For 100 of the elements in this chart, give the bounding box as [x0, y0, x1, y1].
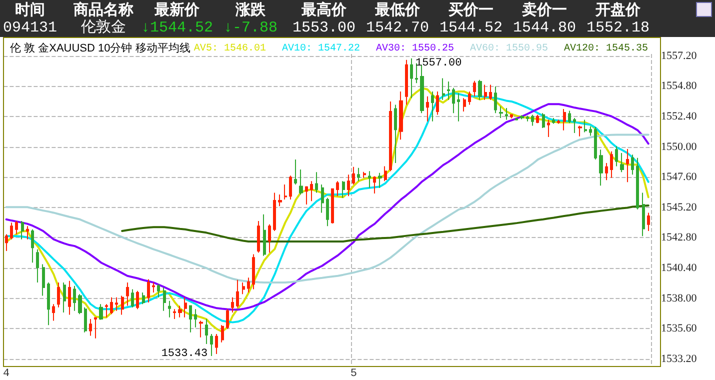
- candlestick: [573, 118, 576, 134]
- text: 伦敦金: [81, 18, 126, 36]
- candlestick: [247, 277, 250, 294]
- candlestick: [436, 91, 439, 116]
- candlestick: [68, 280, 71, 316]
- text: ↓-7.88: [223, 20, 278, 36]
- candlestick: [263, 214, 266, 256]
- candlestick: [547, 119, 550, 138]
- candlestick: [626, 148, 629, 183]
- candlestick: [205, 318, 208, 345]
- candlestick: [52, 304, 55, 322]
- candlestick: [115, 296, 118, 312]
- candlestick: [389, 100, 392, 172]
- candlestick: [31, 228, 34, 264]
- candlestick: [215, 334, 218, 354]
- candlestick: [620, 152, 624, 173]
- text: 最低价: [374, 2, 421, 18]
- candlestick: [57, 282, 60, 308]
- candlestick: [94, 316, 97, 339]
- candlestick: [36, 248, 39, 284]
- candlestick: [242, 282, 245, 295]
- text: 时间: [15, 2, 45, 18]
- candlestick: [15, 220, 18, 235]
- candlestick: [257, 220, 260, 254]
- candlestick: [326, 197, 329, 227]
- candlestick: [184, 296, 187, 318]
- candlestick: [563, 108, 566, 131]
- text: 最新价: [154, 0, 200, 18]
- candlestick: [315, 172, 318, 194]
- text: AV60: 1550.95: [470, 44, 548, 54]
- candlestick: [284, 184, 287, 200]
- candlestick: [147, 278, 150, 303]
- candlestick: [173, 308, 176, 320]
- candlestick: [189, 305, 192, 333]
- candlestick: [163, 286, 166, 312]
- candlestick: [110, 296, 113, 315]
- annotation: 1557.00: [416, 57, 462, 70]
- y-tick-label: 1538.00: [661, 292, 698, 304]
- candlestick: [531, 114, 534, 126]
- candlestick: [221, 324, 224, 343]
- candlestick: [394, 104, 397, 164]
- candlestick: [473, 80, 476, 97]
- candlestick: [510, 114, 513, 119]
- candlestick: [336, 180, 339, 197]
- candlestick: [478, 79, 482, 100]
- text: 1553.00: [292, 20, 356, 36]
- text: 买价一: [448, 2, 494, 18]
- candlestick: [526, 115, 529, 122]
- candlestick: [231, 296, 234, 313]
- candlestick: [226, 308, 229, 330]
- candlestick: [447, 81, 450, 100]
- candlestick: [5, 234, 8, 252]
- text: 商品名称: [72, 0, 134, 18]
- candlestick: [294, 159, 297, 186]
- candlestick: [157, 284, 160, 298]
- candlestick: [568, 110, 571, 124]
- candlestick: [442, 78, 445, 100]
- candlestick: [268, 224, 271, 254]
- text: AV30: 1550.25: [376, 44, 454, 54]
- candlestick: [236, 279, 239, 308]
- candlestick: [631, 154, 634, 176]
- y-tick-label: 1554.80: [661, 80, 698, 92]
- text: 1544.52: [439, 20, 503, 36]
- y-tick-label: 1545.20: [661, 201, 698, 214]
- candlestick: [494, 86, 497, 114]
- candlestick: [278, 194, 282, 207]
- candlestick: [647, 212, 650, 232]
- candlestick: [610, 150, 613, 178]
- candlestick: [605, 162, 608, 181]
- text: 卖价一: [522, 2, 567, 18]
- candlestick: [126, 282, 129, 306]
- candlestick: [420, 64, 424, 114]
- y-tick-label: 1552.40: [661, 110, 698, 122]
- candlestick: [463, 98, 466, 112]
- line-series: [5, 134, 650, 284]
- text: AV10: 1547.22: [282, 44, 360, 54]
- candlestick: [10, 222, 13, 240]
- candlestick: [210, 334, 213, 357]
- y-tick-label: 1550.00: [661, 140, 698, 153]
- candlestick: [131, 288, 134, 308]
- y-tick-label: 1557.20: [661, 50, 698, 62]
- y-tick-label: 1533.20: [661, 352, 698, 365]
- text: ↓1544.52: [140, 20, 214, 36]
- x-tick-label: 5: [350, 368, 357, 380]
- candlestick: [415, 62, 418, 84]
- candlestick: [363, 171, 366, 178]
- y-tick-label: 1547.60: [661, 171, 698, 184]
- candlestick: [410, 58, 413, 99]
- candlestick: [489, 84, 492, 100]
- text: 1552.18: [586, 20, 650, 36]
- candlestick: [63, 282, 66, 313]
- candlestick: [505, 108, 508, 120]
- candlestick: [642, 192, 645, 237]
- text: 开盘价: [594, 2, 642, 18]
- candlestick: [73, 285, 76, 312]
- candlestick: [121, 295, 124, 316]
- candlestick: [21, 220, 24, 240]
- candlestick: [47, 282, 50, 326]
- candlestick: [42, 264, 45, 296]
- text: AV120: 1545.35: [564, 44, 648, 54]
